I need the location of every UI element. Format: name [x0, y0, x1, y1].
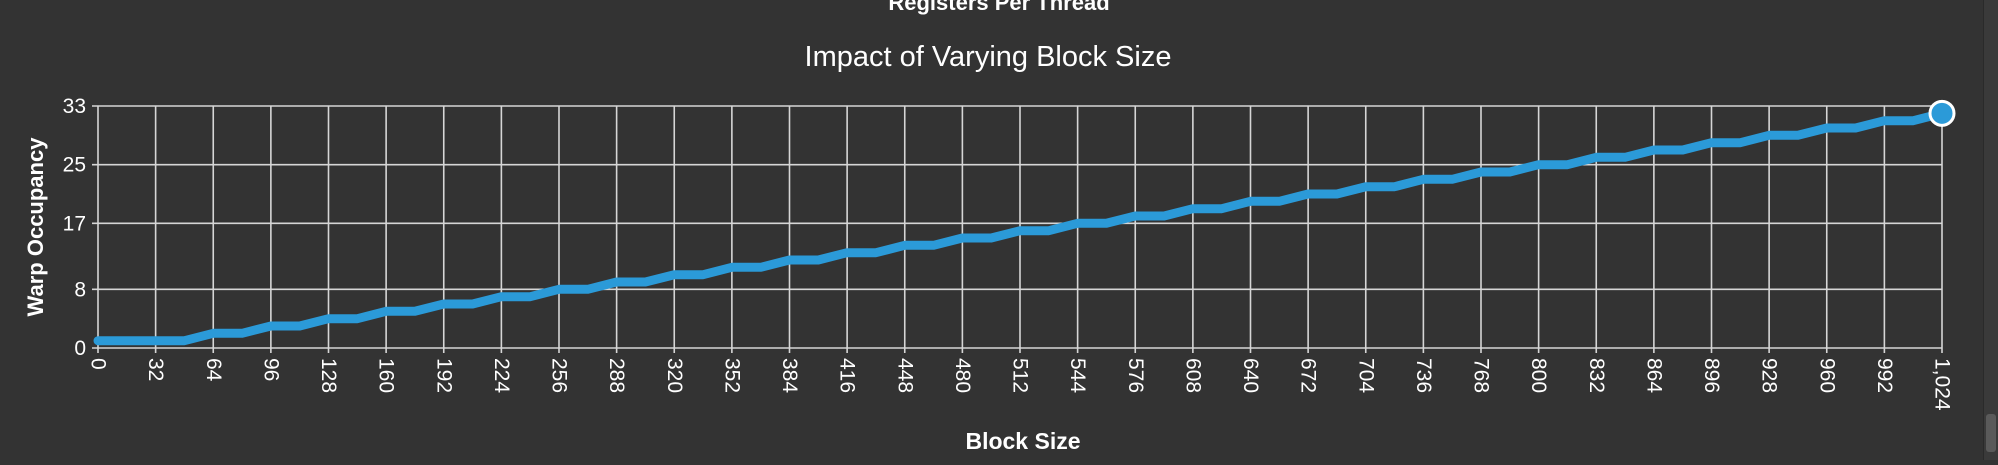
x-tick-label: 192 [432, 358, 455, 393]
series-layer [93, 99, 1956, 346]
x-tick-label: 576 [1124, 358, 1147, 393]
x-tick-label: 0 [87, 358, 110, 370]
x-tick-label: 544 [1066, 358, 1089, 393]
x-tick-label: 384 [778, 358, 801, 393]
x-tick-label: 960 [1815, 358, 1838, 393]
x-tick-label: 928 [1758, 358, 1781, 393]
x-tick-label: 160 [375, 358, 398, 393]
x-tick-label: 96 [259, 358, 282, 381]
x-tick-label: 416 [836, 358, 859, 393]
highlight-point [1928, 99, 1956, 127]
y-axis-ticks: 0 8 17 25 33 [63, 95, 86, 360]
x-tick-label: 32 [144, 358, 167, 381]
scrollbar-thumb[interactable] [1986, 414, 1996, 452]
partial-section-title: Registers Per Thread [888, 0, 1109, 15]
chart-title: Impact of Varying Block Size [805, 41, 1172, 73]
x-tick-label: 992 [1873, 358, 1896, 393]
y-tick-label: 17 [63, 212, 86, 235]
x-axis-ticks: 0 32 64 96 128 160 192 224 256 288 320 352 384 416 448… [87, 358, 1954, 411]
x-tick-label: 256 [548, 358, 571, 393]
x-tick-label: 736 [1412, 358, 1435, 393]
x-tick-label: 64 [202, 358, 225, 382]
x-tick-label: 224 [490, 358, 513, 393]
x-tick-label: 608 [1181, 358, 1204, 393]
x-tick-label: 704 [1354, 358, 1377, 393]
grid-lines [92, 105, 1943, 353]
y-axis-label: Warp Occupancy [23, 137, 48, 317]
y-tick-label: 25 [63, 154, 86, 177]
y-tick-label: 0 [74, 337, 86, 360]
x-tick-label: 832 [1585, 358, 1608, 393]
x-tick-label: 320 [663, 358, 686, 393]
x-tick-label: 448 [893, 358, 916, 393]
x-tick-label: 672 [1297, 358, 1320, 393]
x-tick-label: 352 [720, 358, 743, 393]
x-tick-label: 896 [1700, 358, 1723, 393]
y-tick-label: 8 [74, 278, 86, 301]
x-tick-label: 128 [317, 358, 340, 393]
vertical-scrollbar[interactable] [1983, 0, 1998, 460]
x-tick-label: 1,024 [1931, 358, 1954, 411]
x-tick-label: 768 [1470, 358, 1493, 393]
x-tick-label: 800 [1527, 358, 1550, 393]
x-tick-label: 288 [605, 358, 628, 393]
series-line [93, 108, 1947, 346]
x-tick-label: 640 [1239, 358, 1262, 393]
y-tick-label: 33 [63, 95, 86, 118]
x-axis-label: Block Size [965, 428, 1080, 454]
x-tick-label: 864 [1642, 358, 1665, 393]
x-tick-label: 512 [1009, 358, 1032, 393]
x-tick-label: 480 [951, 358, 974, 393]
